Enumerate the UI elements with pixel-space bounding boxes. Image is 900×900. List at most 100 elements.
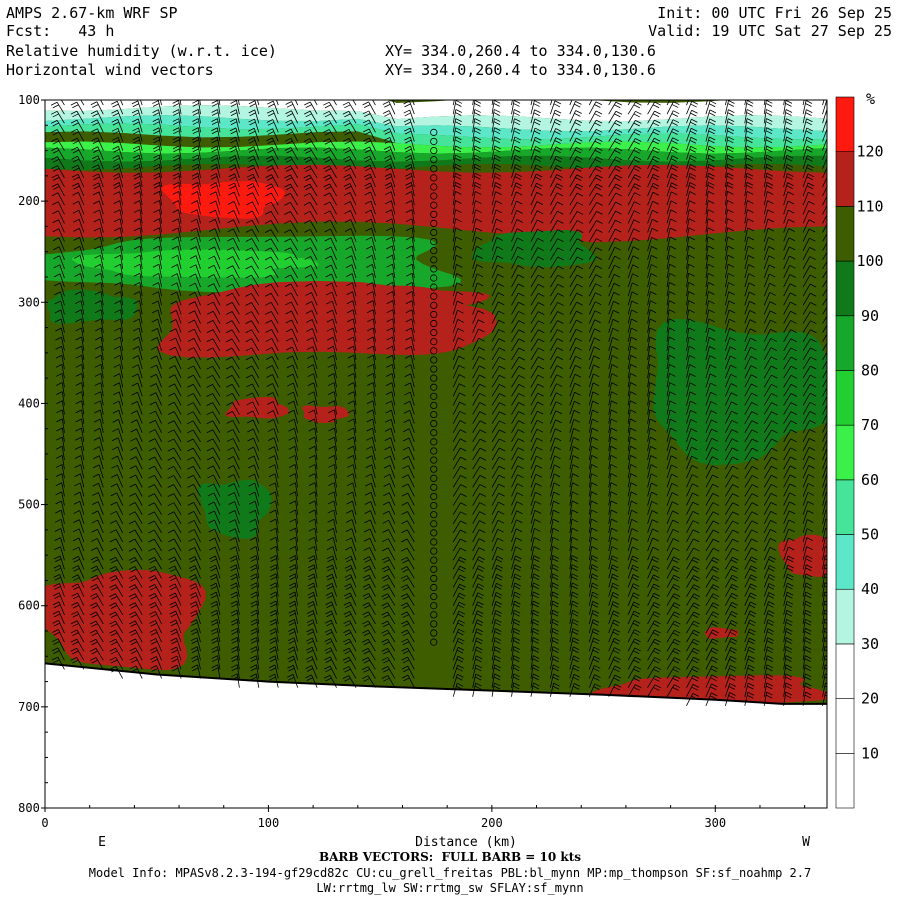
wind-barb <box>323 174 337 188</box>
wind-barb <box>230 618 240 634</box>
wind-barb <box>822 600 827 615</box>
wind-barb <box>328 400 337 415</box>
wind-barb <box>627 601 640 615</box>
wind-barb <box>550 274 564 288</box>
wind-barb <box>109 656 124 670</box>
wind-barb <box>366 418 376 433</box>
wind-barb <box>472 673 482 688</box>
wind-barb <box>530 100 533 106</box>
wind-barb <box>550 192 564 206</box>
wind-barb <box>550 618 559 634</box>
wind-barb <box>550 655 560 670</box>
field-name-1: Relative humidity (w.r.t. ice) <box>6 42 277 60</box>
wind-barb <box>588 436 599 452</box>
wind-barb <box>304 265 318 279</box>
wind-barb <box>323 201 337 215</box>
wind-barb <box>406 272 415 288</box>
wind-barb <box>608 647 621 661</box>
wind-barb <box>266 383 279 397</box>
wind-barb <box>550 464 561 479</box>
wind-barb <box>286 364 299 379</box>
wind-barb <box>129 638 143 652</box>
wind-barb <box>112 145 124 160</box>
wind-barb <box>686 446 698 461</box>
wind-barb <box>250 646 260 661</box>
wind-barb <box>530 274 545 288</box>
wind-barb <box>362 620 376 634</box>
wind-barb <box>168 574 182 588</box>
colorbar-swatch <box>835 315 855 371</box>
wind-barb <box>92 173 104 188</box>
wind-barb <box>744 438 759 452</box>
wind-barb <box>666 684 681 697</box>
wind-barb <box>491 429 506 443</box>
wind-barb <box>530 109 541 124</box>
wind-barb <box>491 447 506 461</box>
wind-barb <box>530 637 540 652</box>
wind-barb <box>783 264 796 279</box>
wind-barb <box>647 464 657 479</box>
wind-barb <box>608 683 622 697</box>
wind-barb <box>588 491 598 506</box>
wind-barb <box>686 501 699 515</box>
wind-barb <box>324 628 337 643</box>
wind-barb <box>250 637 260 652</box>
wind-barb <box>229 546 240 561</box>
wind-barb <box>666 528 680 543</box>
wind-barb <box>783 283 797 297</box>
wind-barb <box>187 383 201 397</box>
wind-barb <box>666 137 679 151</box>
x-axis-label: Distance (km) <box>415 835 517 850</box>
wind-barb <box>452 637 465 652</box>
wind-barb <box>94 373 104 388</box>
wind-barb <box>209 564 221 579</box>
wind-barb <box>491 347 506 361</box>
wind-barb <box>822 128 827 142</box>
wind-barb <box>452 300 464 315</box>
wind-barb <box>366 263 376 279</box>
wind-barb <box>724 565 739 579</box>
wind-barb <box>530 302 545 315</box>
wind-barb <box>686 100 698 115</box>
wind-barb <box>75 436 85 452</box>
wind-barb <box>763 127 773 142</box>
wind-barb <box>152 254 163 269</box>
wind-barb <box>248 118 260 133</box>
wind-barb <box>588 527 598 543</box>
wind-barb <box>405 191 415 206</box>
wind-barb <box>287 382 299 397</box>
wind-barb <box>289 482 299 497</box>
wind-barb <box>511 664 520 679</box>
wind-barb <box>724 263 735 279</box>
wind-barb <box>52 629 65 643</box>
wind-barb <box>206 411 221 424</box>
wind-barb <box>472 191 482 206</box>
wind-barb <box>189 273 201 288</box>
wind-barb <box>452 565 467 579</box>
wind-barb <box>627 345 637 361</box>
wind-barb <box>113 200 124 215</box>
wind-barb <box>530 383 544 397</box>
wind-barb <box>647 155 660 169</box>
wind-barb <box>172 100 182 115</box>
wind-barb <box>168 583 182 597</box>
wind-barb <box>207 474 221 488</box>
wind-barb <box>210 609 221 625</box>
calm-barb <box>430 347 438 355</box>
wind-barb <box>686 318 695 333</box>
wind-barb <box>724 620 738 634</box>
wind-barb <box>724 465 739 479</box>
wind-barb <box>686 354 696 370</box>
wind-barb <box>75 327 85 342</box>
wind-barb <box>362 602 376 616</box>
wind-barb <box>228 519 240 534</box>
wind-barb <box>249 500 260 515</box>
wind-barb <box>51 129 65 142</box>
wind-barb <box>627 210 641 224</box>
wind-barb <box>569 165 583 179</box>
wind-barb <box>285 319 299 333</box>
wind-barb <box>207 456 221 470</box>
wind-barb <box>530 455 543 470</box>
wind-barb <box>306 628 318 643</box>
wind-barb <box>511 237 524 251</box>
